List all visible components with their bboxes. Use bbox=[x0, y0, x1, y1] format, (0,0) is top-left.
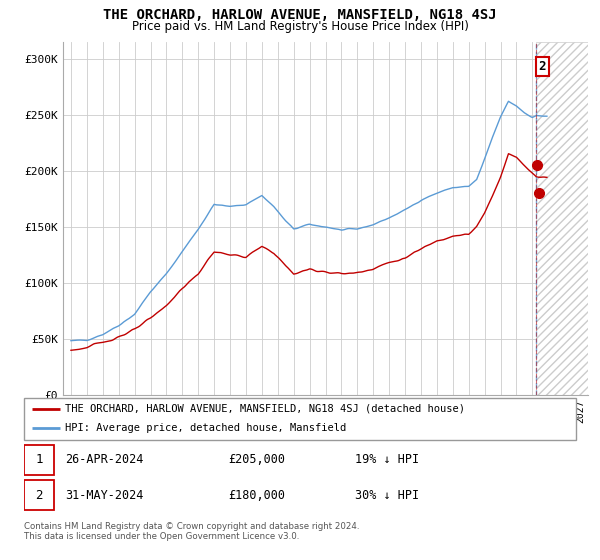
FancyBboxPatch shape bbox=[24, 480, 55, 511]
Text: £205,000: £205,000 bbox=[228, 453, 285, 466]
FancyBboxPatch shape bbox=[24, 398, 576, 440]
Text: 2: 2 bbox=[35, 489, 43, 502]
FancyBboxPatch shape bbox=[24, 445, 55, 475]
Text: 2: 2 bbox=[539, 60, 546, 73]
Text: 19% ↓ HPI: 19% ↓ HPI bbox=[355, 453, 419, 466]
Text: £180,000: £180,000 bbox=[228, 489, 285, 502]
Text: THE ORCHARD, HARLOW AVENUE, MANSFIELD, NG18 4SJ (detached house): THE ORCHARD, HARLOW AVENUE, MANSFIELD, N… bbox=[65, 404, 466, 414]
Text: 31-MAY-2024: 31-MAY-2024 bbox=[65, 489, 144, 502]
Text: 26-APR-2024: 26-APR-2024 bbox=[65, 453, 144, 466]
Text: Price paid vs. HM Land Registry's House Price Index (HPI): Price paid vs. HM Land Registry's House … bbox=[131, 20, 469, 32]
Text: HPI: Average price, detached house, Mansfield: HPI: Average price, detached house, Mans… bbox=[65, 423, 347, 433]
Text: Contains HM Land Registry data © Crown copyright and database right 2024.
This d: Contains HM Land Registry data © Crown c… bbox=[24, 522, 359, 542]
Text: 1: 1 bbox=[35, 453, 43, 466]
Text: 30% ↓ HPI: 30% ↓ HPI bbox=[355, 489, 419, 502]
Text: THE ORCHARD, HARLOW AVENUE, MANSFIELD, NG18 4SJ: THE ORCHARD, HARLOW AVENUE, MANSFIELD, N… bbox=[103, 8, 497, 22]
